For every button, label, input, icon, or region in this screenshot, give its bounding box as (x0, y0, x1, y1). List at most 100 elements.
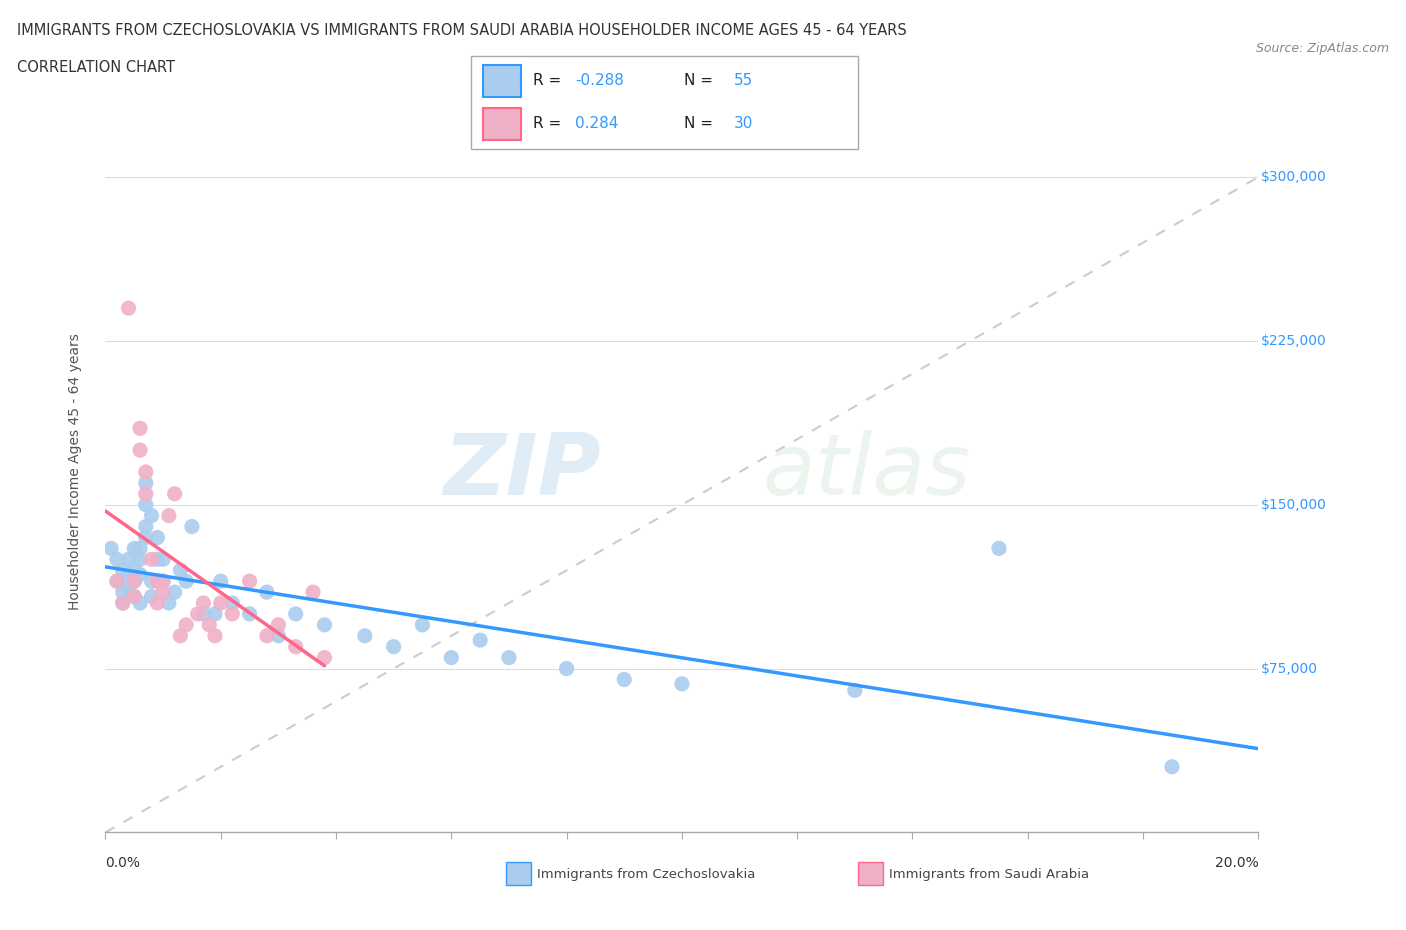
Point (1160, 760, 1182, 775)
Point (146, 574, 169, 589)
Point (146, 574, 169, 589)
Point (135, 486, 157, 501)
Point (221, 606, 243, 621)
Point (124, 574, 146, 589)
Point (844, 683, 866, 698)
Point (382, 639, 405, 654)
Point (111, 563, 134, 578)
Point (105, 551, 128, 566)
Text: atlas: atlas (762, 431, 970, 513)
Point (314, 650, 336, 665)
Text: $300,000: $300,000 (1261, 170, 1327, 184)
Text: $150,000: $150,000 (1261, 498, 1327, 512)
Point (146, 551, 169, 566)
Point (239, 574, 262, 589)
Point (129, 443, 152, 458)
Point (141, 508, 163, 523)
Point (129, 421, 152, 436)
Point (157, 595, 180, 610)
Text: 30: 30 (734, 116, 754, 131)
Point (146, 595, 169, 610)
Point (129, 551, 152, 566)
Text: 0.0%: 0.0% (105, 856, 141, 870)
Point (124, 574, 146, 589)
Point (209, 574, 232, 589)
Bar (482, 108, 522, 140)
Point (129, 567, 152, 582)
Point (135, 475, 157, 490)
Point (163, 585, 186, 600)
Point (129, 541, 152, 556)
Point (117, 551, 139, 566)
Point (284, 639, 307, 654)
FancyBboxPatch shape (471, 56, 858, 149)
Point (135, 498, 157, 512)
Text: Immigrants from Czechoslovakia: Immigrants from Czechoslovakia (537, 868, 755, 881)
Text: 20.0%: 20.0% (1215, 856, 1258, 870)
Point (141, 574, 163, 589)
Point (152, 574, 174, 589)
Point (111, 585, 134, 600)
Point (105, 574, 128, 589)
Text: 55: 55 (734, 73, 754, 88)
Point (141, 589, 163, 604)
Point (193, 606, 215, 621)
Point (163, 486, 186, 501)
Point (187, 606, 209, 621)
Text: N =: N = (683, 73, 717, 88)
Point (135, 465, 157, 480)
Text: 0.284: 0.284 (575, 116, 619, 131)
Point (180, 519, 202, 534)
Text: Source: ZipAtlas.com: Source: ZipAtlas.com (1256, 42, 1389, 55)
Point (440, 650, 463, 665)
Point (174, 574, 197, 589)
Point (267, 629, 290, 644)
Point (613, 672, 636, 687)
Text: R =: R = (533, 73, 567, 88)
Point (204, 606, 226, 621)
Text: IMMIGRANTS FROM CZECHOSLOVAKIA VS IMMIGRANTS FROM SAUDI ARABIA HOUSEHOLDER INCOM: IMMIGRANTS FROM CZECHOSLOVAKIA VS IMMIGR… (17, 23, 907, 38)
Point (100, 541, 122, 556)
Y-axis label: Householder Income Ages 45 - 64 years: Householder Income Ages 45 - 64 years (67, 334, 82, 610)
Point (174, 618, 197, 632)
Point (117, 300, 139, 315)
Point (204, 629, 226, 644)
Text: R =: R = (533, 116, 567, 131)
Point (124, 589, 146, 604)
Point (193, 595, 215, 610)
Point (152, 585, 174, 600)
Point (105, 574, 128, 589)
Point (209, 595, 232, 610)
Point (157, 508, 180, 523)
Point (555, 661, 578, 676)
Point (302, 585, 325, 600)
Point (117, 567, 139, 582)
Point (124, 589, 146, 604)
Point (152, 574, 174, 589)
Bar (482, 65, 522, 97)
Text: -0.288: -0.288 (575, 73, 624, 88)
Point (354, 629, 377, 644)
Text: $225,000: $225,000 (1261, 334, 1327, 348)
Point (111, 595, 134, 610)
Point (256, 585, 278, 600)
Point (141, 551, 163, 566)
Point (124, 563, 146, 578)
Text: CORRELATION CHART: CORRELATION CHART (17, 60, 174, 75)
Text: N =: N = (683, 116, 717, 131)
Point (169, 629, 191, 644)
Point (411, 618, 433, 632)
Point (671, 676, 693, 691)
Point (198, 618, 221, 632)
Point (111, 595, 134, 610)
Point (314, 618, 336, 632)
Point (498, 650, 520, 665)
Point (135, 519, 157, 534)
Point (152, 551, 174, 566)
Text: $75,000: $75,000 (1261, 661, 1319, 675)
Point (987, 541, 1010, 556)
Point (468, 632, 492, 647)
Point (129, 595, 152, 610)
Point (239, 606, 262, 621)
Point (256, 629, 278, 644)
